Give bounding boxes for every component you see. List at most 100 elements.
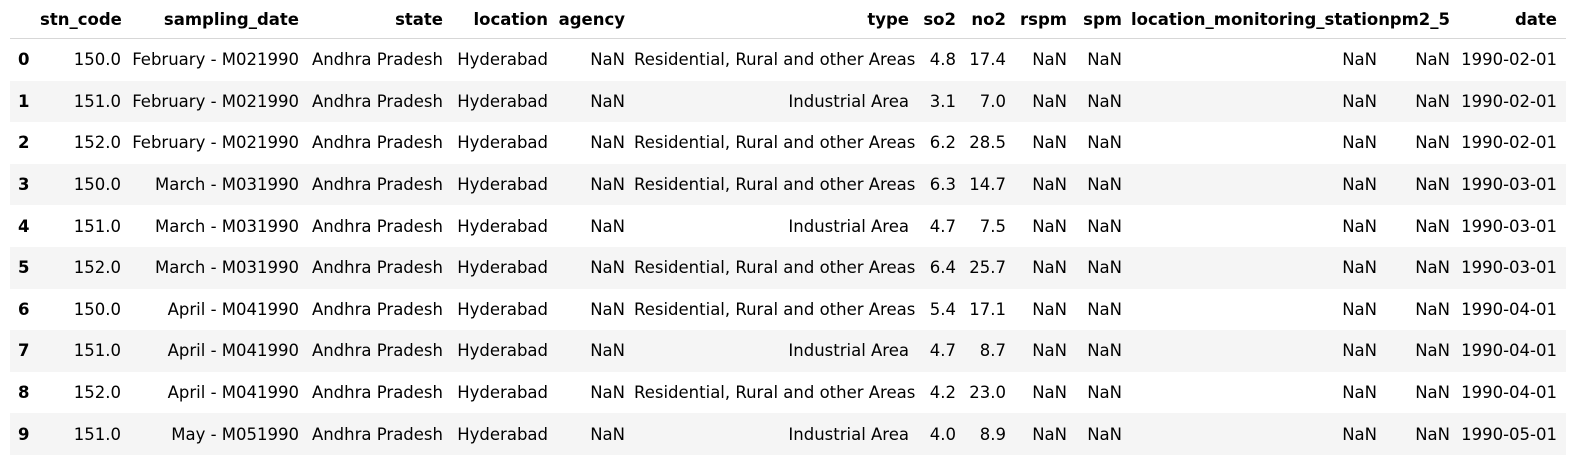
cell-location-monitoring-station: NaN xyxy=(1342,175,1377,195)
cell-stn-code: 151.0 xyxy=(73,216,121,236)
cell-sampling-date: April - M041990 xyxy=(167,341,299,361)
cell-no2: 25.7 xyxy=(969,258,1006,278)
cell-state: Andhra Pradesh xyxy=(311,383,443,403)
cell-stn-code: 150.0 xyxy=(73,175,121,195)
cell-pm2-5: NaN xyxy=(1415,424,1450,444)
cell-no2: 7.5 xyxy=(979,216,1006,236)
column-header-so2: so2 xyxy=(918,0,965,39)
cell-so2: 4.7 xyxy=(929,216,956,236)
row-index: 2 xyxy=(18,133,30,153)
cell-agency: NaN xyxy=(590,133,625,153)
cell-sampling-date: May - M051990 xyxy=(171,424,299,444)
cell-no2: 28.5 xyxy=(969,133,1006,153)
cell-rspm: NaN xyxy=(1032,383,1067,403)
cell-date: 1990-03-01 xyxy=(1461,175,1557,195)
cell-date: 1990-02-01 xyxy=(1461,91,1557,111)
cell-rspm: NaN xyxy=(1032,258,1067,278)
cell-date: 1990-03-01 xyxy=(1461,216,1557,236)
cell-so2: 4.7 xyxy=(929,341,956,361)
cell-stn-code: 151.0 xyxy=(73,91,121,111)
cell-rspm: NaN xyxy=(1032,133,1067,153)
cell-agency: NaN xyxy=(590,258,625,278)
cell-sampling-date: March - M031990 xyxy=(155,216,299,236)
cell-pm2-5: NaN xyxy=(1415,299,1450,319)
table-row: 4 151.0 March - M031990 Andhra Pradesh Hyder… xyxy=(10,205,1566,247)
table-row: 1 151.0 February - M021990 Andhra Pradesh Hy… xyxy=(10,80,1566,123)
cell-no2: 8.9 xyxy=(979,424,1006,444)
cell-spm: NaN xyxy=(1087,258,1122,278)
cell-state: Andhra Pradesh xyxy=(311,341,443,361)
cell-location: Hyderabad xyxy=(457,216,548,236)
cell-state: Andhra Pradesh xyxy=(311,216,443,236)
cell-date: 1990-04-01 xyxy=(1461,383,1557,403)
cell-state: Andhra Pradesh xyxy=(311,175,443,195)
table-row: 9 151.0 May - M051990 Andhra Pradesh Hyderab… xyxy=(10,413,1566,455)
cell-no2: 17.1 xyxy=(969,299,1006,319)
cell-no2: 23.0 xyxy=(969,383,1006,403)
column-header-stn-code: stn_code xyxy=(40,0,130,39)
cell-sampling-date: April - M041990 xyxy=(167,383,299,403)
cell-agency: NaN xyxy=(590,91,625,111)
cell-rspm: NaN xyxy=(1032,341,1067,361)
cell-type: Industrial Area xyxy=(788,216,909,236)
cell-pm2-5: NaN xyxy=(1415,383,1450,403)
cell-stn-code: 150.0 xyxy=(73,50,121,70)
cell-rspm: NaN xyxy=(1032,91,1067,111)
table-row: 2 152.0 February - M021990 Andhra Pradesh Hy… xyxy=(10,122,1566,164)
cell-so2: 6.2 xyxy=(929,133,956,153)
table-row: 7 151.0 April - M041990 Andhra Pradesh Hyder… xyxy=(10,330,1566,372)
cell-rspm: NaN xyxy=(1032,50,1067,70)
cell-date: 1990-02-01 xyxy=(1461,133,1557,153)
cell-agency: NaN xyxy=(590,424,625,444)
index-header xyxy=(10,0,40,39)
column-header-rspm: rspm xyxy=(1015,0,1076,39)
cell-location-monitoring-station: NaN xyxy=(1342,50,1377,70)
cell-location-monitoring-station: NaN xyxy=(1342,383,1377,403)
cell-spm: NaN xyxy=(1087,424,1122,444)
cell-rspm: NaN xyxy=(1032,299,1067,319)
cell-so2: 6.3 xyxy=(929,175,956,195)
cell-state: Andhra Pradesh xyxy=(311,424,443,444)
cell-location: Hyderabad xyxy=(457,50,548,70)
cell-stn-code: 151.0 xyxy=(73,341,121,361)
cell-stn-code: 152.0 xyxy=(73,133,121,153)
cell-state: Andhra Pradesh xyxy=(311,258,443,278)
cell-state: Andhra Pradesh xyxy=(311,133,443,153)
cell-pm2-5: NaN xyxy=(1415,175,1450,195)
header-row: stn_code sampling_date state location ag… xyxy=(10,0,1566,39)
cell-sampling-date: February - M021990 xyxy=(132,91,299,111)
cell-location-monitoring-station: NaN xyxy=(1342,216,1377,236)
cell-location: Hyderabad xyxy=(457,258,548,278)
cell-sampling-date: April - M041990 xyxy=(167,299,299,319)
cell-state: Andhra Pradesh xyxy=(311,50,443,70)
cell-pm2-5: NaN xyxy=(1415,50,1450,70)
cell-date: 1990-04-01 xyxy=(1461,299,1557,319)
dataframe-table: stn_code sampling_date state location ag… xyxy=(10,0,1566,455)
cell-so2: 5.4 xyxy=(929,299,956,319)
cell-agency: NaN xyxy=(590,216,625,236)
cell-spm: NaN xyxy=(1087,383,1122,403)
row-index: 8 xyxy=(18,383,30,403)
cell-type: Residential, Rural and other Areas xyxy=(634,383,916,403)
cell-location-monitoring-station: NaN xyxy=(1342,341,1377,361)
cell-type: Industrial Area xyxy=(788,91,909,111)
column-header-location-monitoring-station: location_monitoring_station xyxy=(1131,0,1390,39)
column-header-pm2-5: pm2_5 xyxy=(1386,0,1459,39)
table-row: 8 152.0 April - M041990 Andhra Pradesh Hyder… xyxy=(10,371,1566,414)
row-index: 6 xyxy=(18,299,30,319)
column-header-spm: spm xyxy=(1076,0,1131,39)
cell-so2: 4.8 xyxy=(929,50,956,70)
row-index: 4 xyxy=(18,216,30,236)
cell-no2: 17.4 xyxy=(969,50,1006,70)
row-index: 5 xyxy=(18,258,30,278)
cell-location-monitoring-station: NaN xyxy=(1342,91,1377,111)
cell-no2: 14.7 xyxy=(969,175,1006,195)
cell-rspm: NaN xyxy=(1032,424,1067,444)
cell-agency: NaN xyxy=(590,175,625,195)
table-row: 6 150.0 April - M041990 Andhra Pradesh Hyder… xyxy=(10,288,1566,331)
cell-type: Industrial Area xyxy=(788,341,909,361)
cell-sampling-date: March - M031990 xyxy=(155,258,299,278)
row-index: 3 xyxy=(18,175,30,195)
cell-type: Residential, Rural and other Areas xyxy=(634,50,916,70)
cell-location: Hyderabad xyxy=(457,383,548,403)
